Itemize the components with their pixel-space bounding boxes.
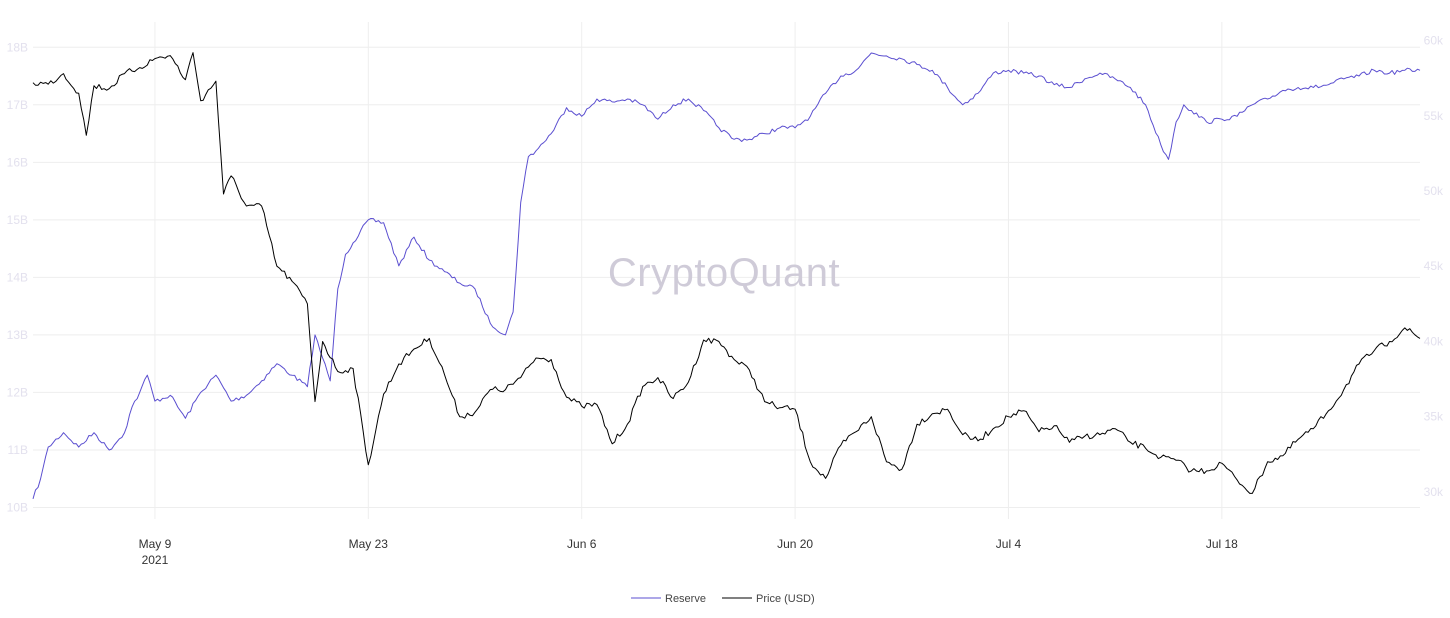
y-right-tick-label: 55k	[1424, 109, 1444, 123]
legend-label: Price (USD)	[756, 593, 815, 605]
grid-layer	[33, 22, 1420, 519]
y-left-tick-label: 14B	[7, 270, 28, 284]
reserve-series-line[interactable]	[32, 52, 1421, 500]
y-left-tick-label: 10B	[7, 500, 28, 514]
x-tick-label: Jul 4	[996, 537, 1022, 551]
y-left-tick-label: 12B	[7, 385, 28, 399]
legend-label: Reserve	[665, 593, 706, 605]
y-left-tick-label: 18B	[7, 40, 28, 54]
y-right-tick-label: 35k	[1424, 410, 1444, 424]
y-left-tick-label: 17B	[7, 98, 28, 112]
x-tick-label: May 23	[349, 537, 389, 551]
x-tick-label: May 9	[139, 537, 172, 551]
legend-item-price[interactable]: Price (USD)	[722, 593, 815, 605]
series-layer	[32, 52, 1421, 500]
y-axis-right: 30k 35k 40k 45k 50k 55k 60k	[1424, 34, 1444, 499]
watermark: CryptoQuant	[608, 251, 840, 295]
x-tick-sublabel: 2021	[142, 553, 169, 567]
price-series-line[interactable]	[32, 52, 1421, 494]
legend[interactable]: Reserve Price (USD)	[631, 593, 815, 605]
y-left-tick-label: 16B	[7, 155, 28, 169]
y-left-tick-label: 15B	[7, 213, 28, 227]
y-right-tick-label: 40k	[1424, 334, 1444, 348]
x-tick-label: Jul 18	[1206, 537, 1238, 551]
x-tick-label: Jun 6	[567, 537, 597, 551]
y-right-tick-label: 45k	[1424, 259, 1444, 273]
y-axis-left: 10B 11B 12B 13B 14B 15B 16B 17B 18B	[7, 40, 28, 514]
y-left-tick-label: 11B	[8, 443, 28, 457]
x-tick-label: Jun 20	[777, 537, 813, 551]
y-right-tick-label: 60k	[1424, 34, 1444, 48]
y-left-tick-label: 13B	[7, 328, 28, 342]
y-right-tick-label: 30k	[1424, 485, 1444, 499]
y-right-tick-label: 50k	[1424, 184, 1444, 198]
legend-item-reserve[interactable]: Reserve	[631, 593, 706, 605]
x-axis: May 9 2021 May 23 Jun 6 Jun 20 Jul 4 Jul 18	[139, 537, 1239, 567]
